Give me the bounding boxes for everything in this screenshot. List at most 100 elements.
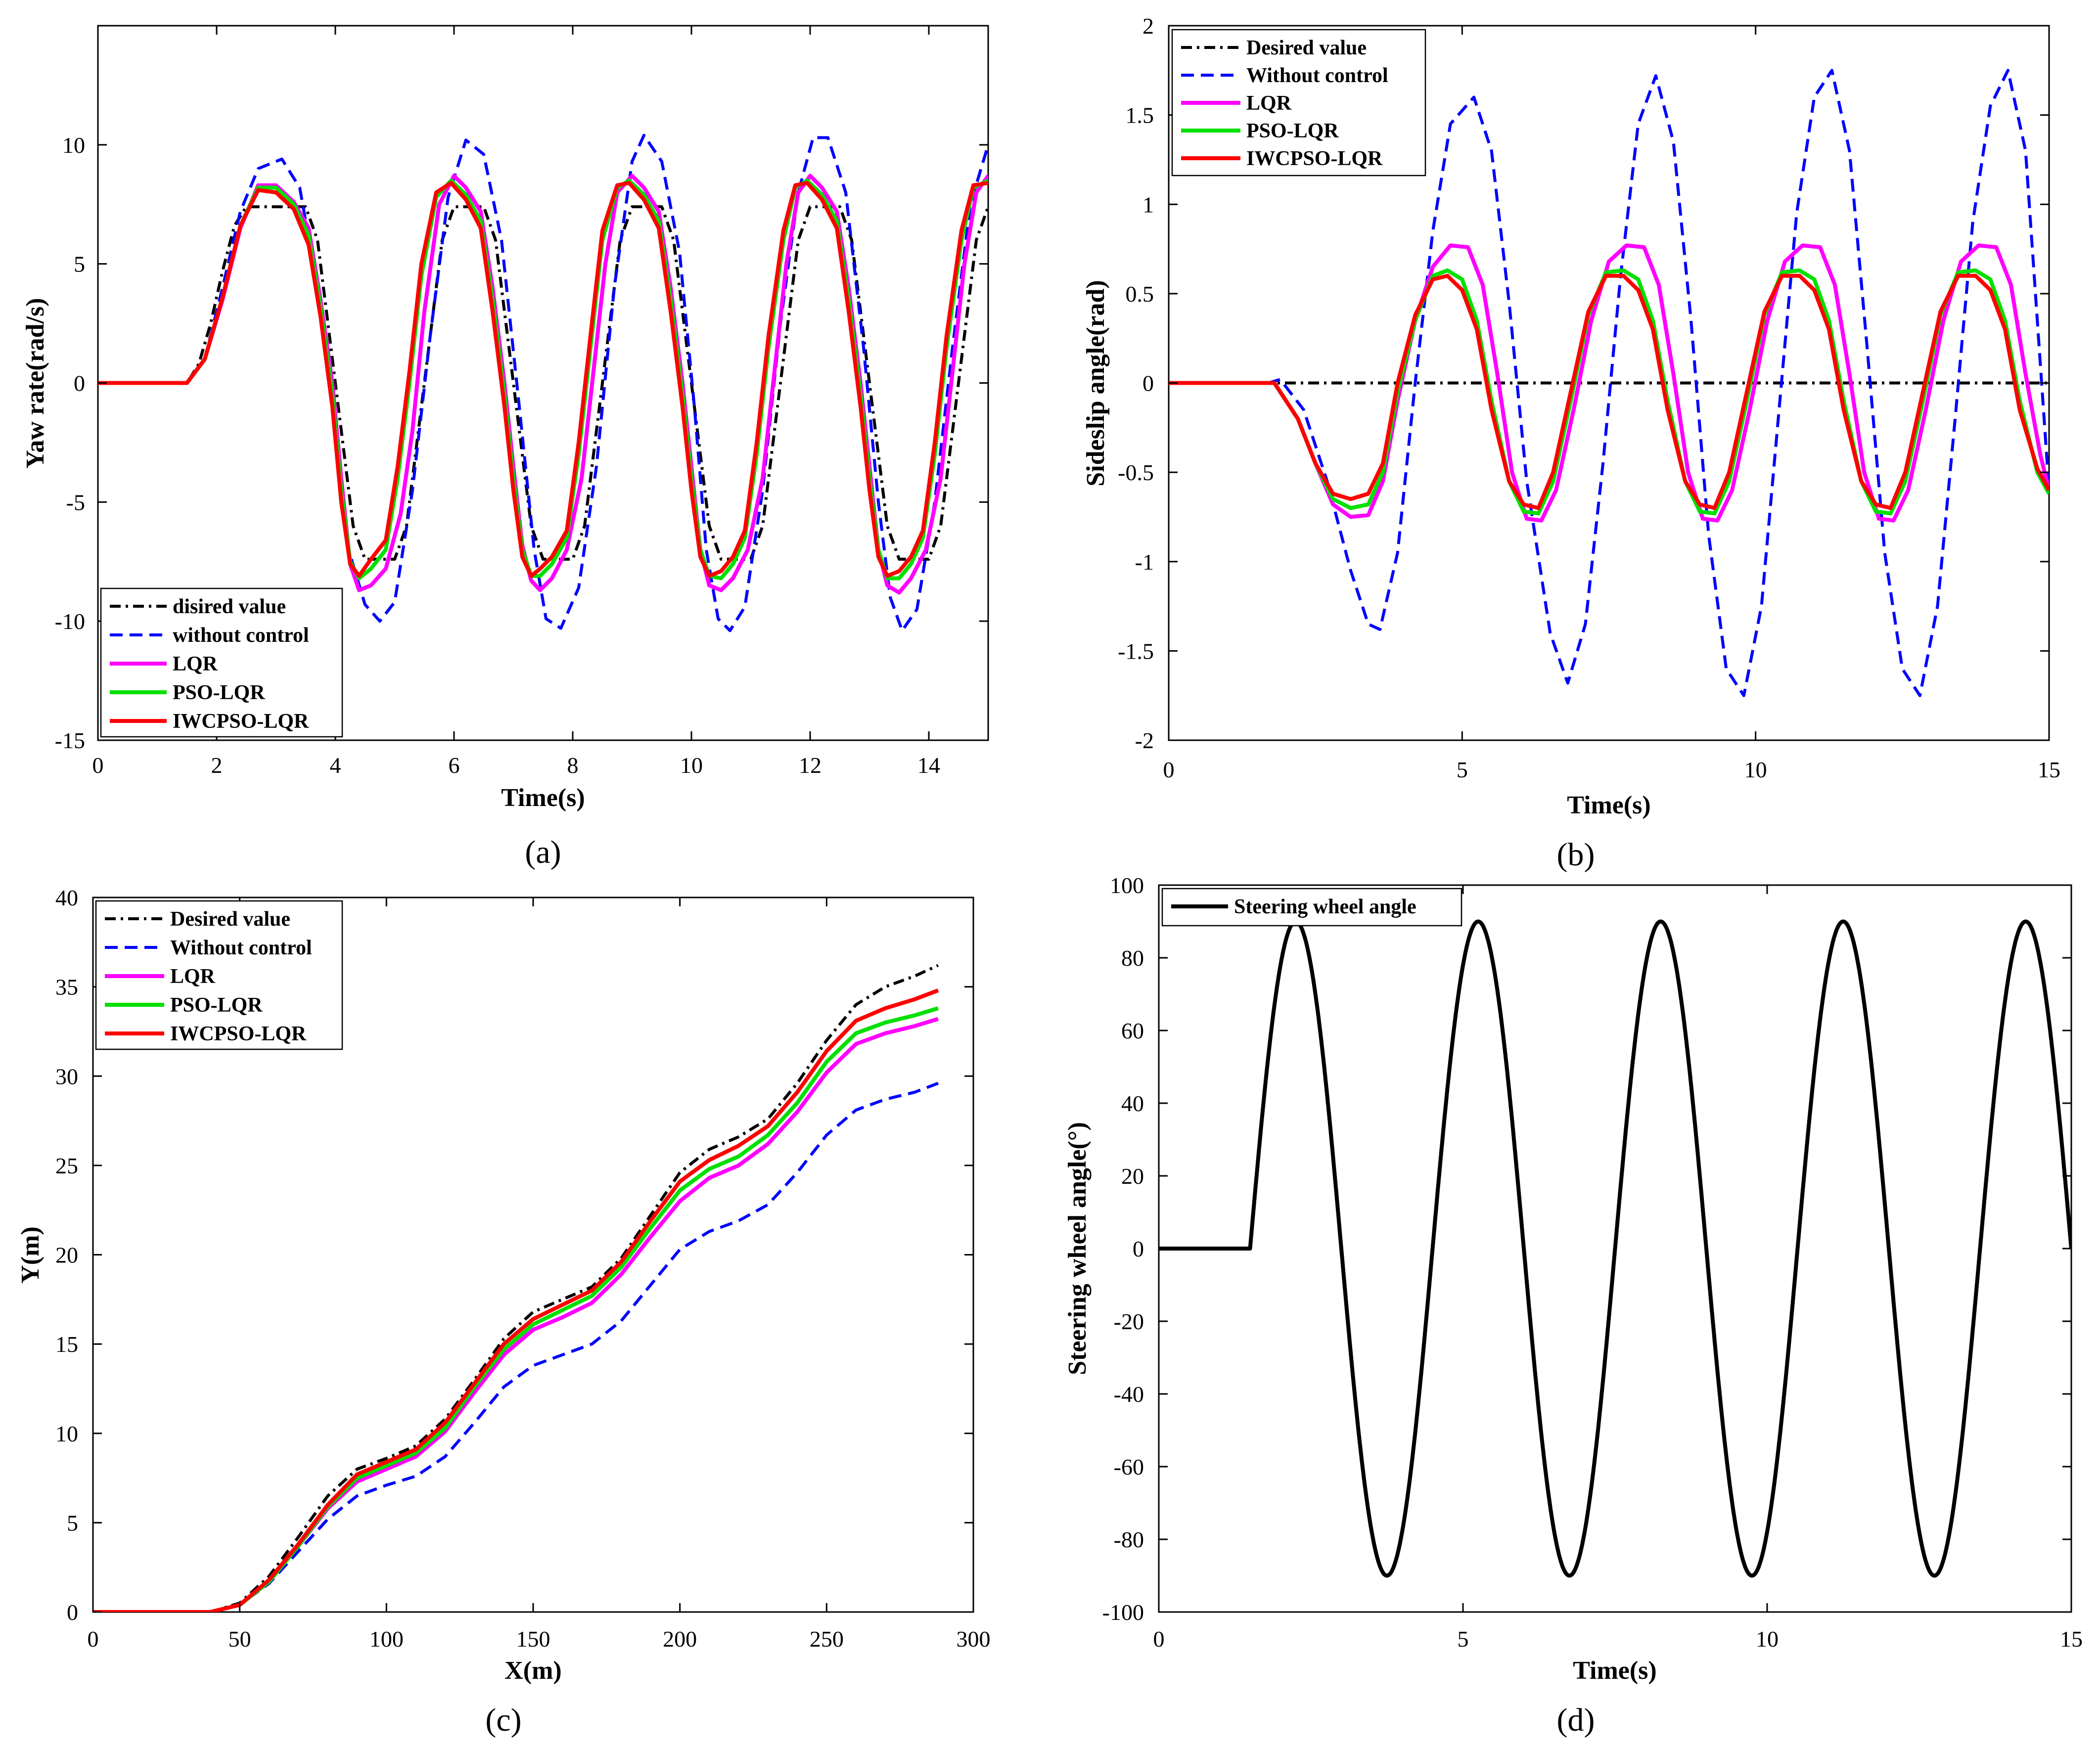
plot-c-line-lqr [93,1017,939,1612]
plot-b-legend-label-pso: PSO-LQR [1246,120,1339,142]
plot-d-xtick-label: 15 [2060,1626,2083,1652]
plot-a-xtick-label: 4 [330,753,341,778]
plot-b-ytick-label: 0.5 [1126,281,1154,307]
plot-b-ticks: 0 5 10 15 -2 -1.5 -1 -0.5 0 0.5 1 1.5 2 [1118,13,2060,782]
plot-b-ylabel: Sideslip angle(rad) [1082,280,1110,487]
plot-b-legend-label-desired: Desired value [1246,37,1367,59]
plot-a-legend: disired value without control LQR PSO-LQR IW… [100,587,343,738]
plot-b-xtick-label: 0 [1163,757,1175,782]
plot-b-legend: Desired value Without control LQR PSO-LQR IW… [1171,29,1426,177]
plot-b-ytick-label: 1 [1142,192,1154,217]
plot-b-ytick-label: -1.5 [1118,638,1154,664]
plot-b-ytick-label: -0.5 [1118,460,1154,485]
plot-a-xtick-label: 6 [449,753,460,778]
plot-d-legend-label-steer: Steering wheel angle [1234,896,1416,918]
plot-d-ytick-label: 0 [1133,1236,1144,1261]
plot-c-legend-label-iwc: IWCPSO-LQR [170,1023,307,1045]
plot-a-legend-label-desired: disired value [173,595,286,618]
plot-a-ylabel: Yaw rate(rad/s) [21,298,49,468]
plot-b-xlabel: Time(s) [1567,791,1650,819]
plot-b-legend-label-iwc: IWCPSO-LQR [1246,147,1383,170]
plot-c-xtick-label: 300 [957,1626,991,1652]
plot-b-legend-label-lqr: LQR [1246,92,1292,115]
plot-c-xtick-label: 250 [810,1626,844,1652]
plot-c-ytick-label: 10 [55,1421,78,1446]
plot-d-panel-label: (d) [1557,1702,1595,1738]
plot-c-ytick-label: 5 [67,1510,78,1535]
plot-c-legend: Desired value Without control LQR PSO-LQR IW… [95,900,343,1050]
plot-a-series [98,134,988,632]
plot-c-panel-label: (c) [485,1702,521,1738]
panel-a: 0 2 4 6 8 10 12 14 -15 -10 -5 0 5 10 Time(s) Yaw rate… [21,25,989,870]
plot-d-series [1159,919,2071,1578]
plot-a-xtick-label: 10 [680,753,703,778]
plot-c-line-pso [93,1006,939,1612]
plot-a-xtick-label: 2 [211,753,223,778]
plot-c-line-desired [93,964,939,1612]
plot-a-ytick-label: -15 [55,728,85,753]
plot-a-xtick-label: 14 [917,753,940,778]
plot-c-xtick-label: 0 [88,1626,99,1652]
plot-b-ytick-label: 0 [1142,371,1154,396]
plot-d-xlabel: Time(s) [1573,1657,1656,1685]
plot-a-legend-label-pso: PSO-LQR [173,681,265,704]
plot-d-ytick-label: 60 [1121,1018,1144,1043]
plot-d-ytick-label: -40 [1114,1382,1144,1407]
plot-b-xtick-label: 5 [1457,757,1468,782]
plot-c-legend-label-lqr: LQR [170,965,216,988]
plot-d-ytick-label: -80 [1114,1527,1144,1552]
plot-d-ytick-label: 100 [1110,873,1144,898]
plot-b-panel-label: (b) [1557,837,1595,873]
plot-c-ytick-label: 25 [55,1153,78,1178]
plot-a-ytick-label: -5 [66,490,85,515]
plot-b-series [1169,69,2049,697]
plot-d-ytick-label: -100 [1102,1600,1144,1625]
plot-c-line-iwc [93,988,939,1612]
plot-a-xtick-label: 12 [799,753,822,778]
plot-c-series [93,964,939,1612]
plot-d-line-steer [1159,919,2071,1578]
plot-c-legend-entries: Desired value Without control LQR PSO-LQR IW… [105,908,312,1045]
plot-d-ytick-label: 40 [1121,1091,1144,1116]
plot-d-legend: Steering wheel angle [1161,888,1462,927]
plot-c-xtick-label: 150 [516,1626,550,1652]
plot-b-xtick-label: 15 [2038,757,2060,782]
plot-a-xtick-label: 8 [567,753,579,778]
plot-c-ticks: 0 50 100 150 200 250 300 0 5 10 15 20 25 30 35 40 [55,885,991,1652]
plot-d-xtick-label: 5 [1458,1626,1469,1652]
plot-c-ylabel: Y(m) [16,1226,45,1284]
plot-d-ytick-label: 80 [1121,945,1144,971]
plot-a-legend-label-iwc: IWCPSO-LQR [173,710,309,733]
plot-c-xtick-label: 100 [369,1626,404,1652]
plot-c-ytick-label: 40 [55,885,78,910]
plot-a-ticks: 0 2 4 6 8 10 12 14 -15 -10 -5 0 5 10 [55,26,988,778]
plot-c-legend-label-desired: Desired value [170,908,290,931]
plot-d-ticks: 0 5 10 15 -100 -80 -60 -40 -20 0 20 40 60 80 100 [1102,873,2083,1652]
plot-c-xtick-label: 200 [663,1626,697,1652]
plot-b-ytick-label: 2 [1142,13,1154,39]
plot-a-xtick-label: 0 [92,753,104,778]
plot-b-ytick-label: -2 [1135,728,1154,753]
plot-c-legend-label-without: Without control [170,937,312,959]
plot-c-ytick-label: 20 [55,1243,78,1268]
plot-d-legend-entries: Steering wheel angle [1171,896,1416,918]
plot-a-ytick-label: 0 [74,371,85,396]
plot-a-line-iwc [98,180,988,578]
plot-a-legend-label-without: without control [173,624,309,647]
plot-b-legend-label-without: Without control [1246,64,1388,87]
plot-a-xlabel: Time(s) [501,784,585,812]
plot-d-ytick-label: 20 [1121,1164,1144,1189]
plot-c-ytick-label: 35 [55,975,78,1000]
plot-b-ytick-label: 1.5 [1126,103,1154,128]
plot-a-ytick-label: -10 [55,609,85,634]
plot-a-ytick-label: 10 [62,133,85,158]
plot-c-xtick-label: 50 [228,1626,251,1652]
plot-b-legend-entries: Desired value Without control LQR PSO-LQR IW… [1181,37,1388,170]
plot-a-legend-label-lqr: LQR [173,653,218,675]
plot-b-line-iwc [1169,273,2049,510]
plot-c-xlabel: X(m) [504,1657,562,1685]
plot-c-line-without [93,1081,939,1612]
plot-c-ytick-label: 30 [55,1064,78,1089]
